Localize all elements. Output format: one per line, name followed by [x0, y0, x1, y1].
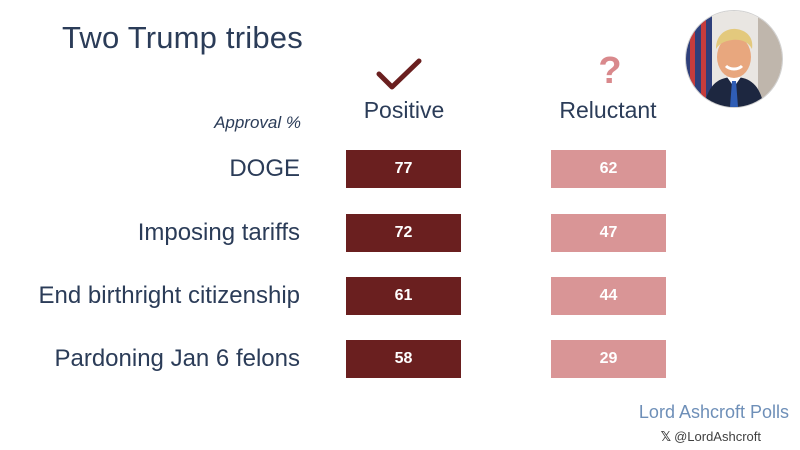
chart-title: Two Trump tribes: [62, 20, 303, 55]
positive-value-doge: 77: [346, 150, 461, 188]
approval-label: Approval %: [214, 113, 301, 132]
positive-value-birthright: 61: [346, 277, 461, 315]
handle-text: @LordAshcroft: [674, 429, 761, 444]
column-header-reluctant: Reluctant: [559, 97, 657, 123]
question-icon: ?: [598, 50, 622, 92]
brand-name: Lord Ashcroft Polls: [638, 402, 789, 422]
x-logo-icon: 𝕏: [660, 429, 672, 444]
reluctant-value-birthright: 44: [551, 277, 666, 315]
positive-value-jan6: 58: [346, 340, 461, 378]
social-handle: 𝕏 @LordAshcroft: [661, 429, 761, 445]
check-icon: [376, 58, 422, 90]
portrait-photo: [685, 10, 783, 108]
reluctant-value-jan6: 29: [551, 340, 666, 378]
reluctant-value-tariffs: 47: [551, 214, 666, 252]
row-label-tariffs: Imposing tariffs: [137, 219, 300, 246]
row-label-birthright: End birthright citizenship: [38, 282, 300, 309]
row-label-doge: DOGE: [229, 155, 300, 182]
row-label-jan6: Pardoning Jan 6 felons: [54, 345, 300, 372]
column-header-positive: Positive: [363, 97, 445, 123]
positive-value-tariffs: 72: [346, 214, 461, 252]
reluctant-value-doge: 62: [551, 150, 666, 188]
